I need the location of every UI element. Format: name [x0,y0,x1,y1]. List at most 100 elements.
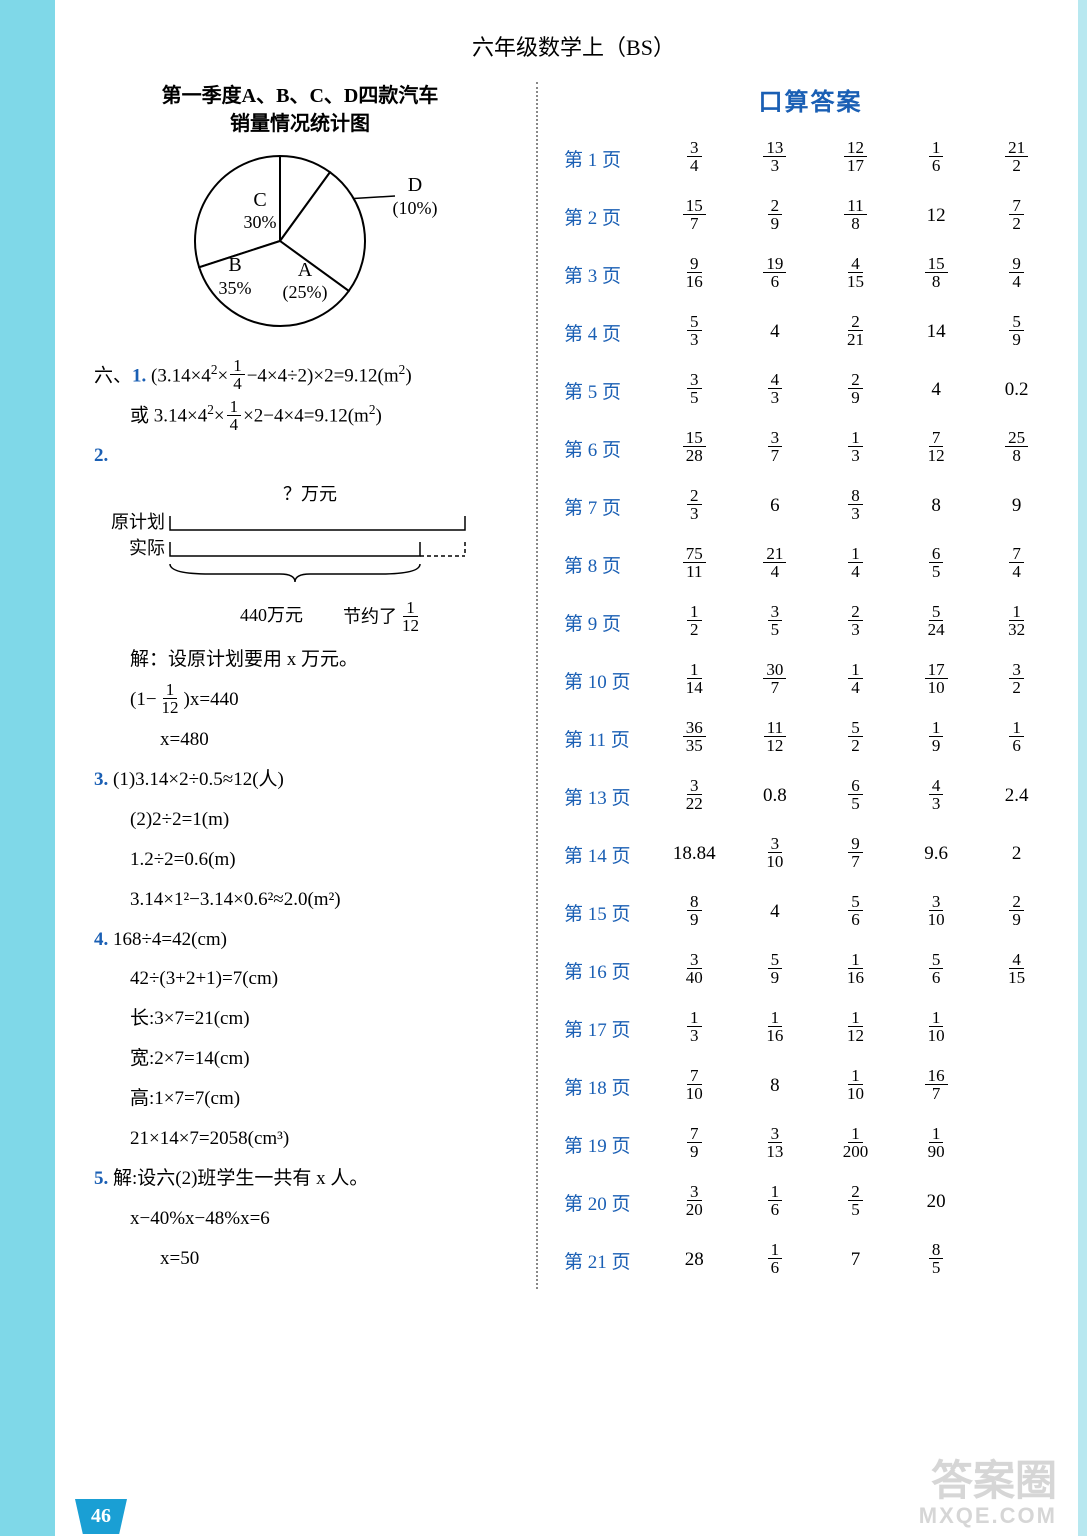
save-d: 12 [399,617,422,634]
answer-cell: 196 [735,257,816,292]
answer-row: 第 21 页2816785 [564,1231,1057,1289]
q2-eq1: (1−112)x=440 [130,680,510,720]
answer-cell: 320 [654,1185,735,1220]
answer-row: 第 20 页320162520 [564,1173,1057,1231]
answer-cell: 23 [815,605,896,640]
answer-page-label: 第 20 页 [564,1189,654,1216]
label-q3: 3. [94,769,108,790]
answer-cell: 0.8 [735,785,816,807]
answer-page-label: 第 13 页 [564,783,654,810]
pie-chart: C30%D(10%)A(25%)B35% [90,146,510,336]
answer-row: 第 7 页2368389 [564,477,1057,535]
answer-page-label: 第 18 页 [564,1073,654,1100]
answer-cell: 59 [735,953,816,988]
page-header: 六年级数学上（BS） [90,30,1057,62]
answer-cell: 16 [735,1185,816,1220]
q1a: (3.14×4 [151,365,211,386]
answer-cell: 13 [654,1011,735,1046]
answer-cell: 0.2 [976,379,1057,401]
answer-cell: 710 [654,1069,735,1104]
answer-cell: 415 [976,953,1057,988]
answer-cell: 4 [896,379,977,401]
answer-cell: 307 [735,663,816,698]
answer-cell: 2 [976,843,1057,865]
answer-cell: 214 [735,547,816,582]
q4-4: 宽:2×7=14(cm) [130,1039,510,1079]
answer-row: 第 16 页3405911656415 [564,941,1057,999]
answer-row: 第 10 页11430714171032 [564,651,1057,709]
answer-cell: 132 [976,605,1057,640]
q5-1: 解:设六(2)班学生一共有 x 人。 [113,1168,368,1189]
answer-cell: 133 [735,141,816,176]
answer-page-label: 第 1 页 [564,145,654,172]
answer-page-label: 第 11 页 [564,725,654,752]
answer-cell: 37 [735,431,816,466]
answer-cell: 59 [976,315,1057,350]
answer-row: 第 4 页5342211459 [564,303,1057,361]
right-column: 口算答案 第 1 页34133121716212第 2 页15729118127… [564,82,1057,1289]
answer-page-label: 第 8 页 [564,551,654,578]
answer-cell: 89 [654,895,735,930]
answer-cell: 158 [896,257,977,292]
answer-cell: 25 [815,1185,896,1220]
q2-eq2: x=480 [160,720,510,760]
answer-cell: 110 [815,1069,896,1104]
answer-cell: 56 [896,953,977,988]
answer-cell: 167 [896,1069,977,1104]
svg-text:35%: 35% [219,278,252,298]
answer-page-label: 第 3 页 [564,261,654,288]
chart-title-l1: 第一季度A、B、C、D四款汽车 [162,85,439,107]
answer-cell: 310 [896,895,977,930]
q4-3: 长:3×7=21(cm) [130,999,510,1039]
q3: 3. (1)3.14×2÷0.5≈12(人) [94,760,510,800]
chart-title: 第一季度A、B、C、D四款汽车 销量情况统计图 [90,82,510,138]
answer-cell: 79 [654,1127,735,1162]
q3-3: 1.2÷2=0.6(m) [130,840,510,880]
left-column: 第一季度A、B、C、D四款汽车 销量情况统计图 C30%D(10%)A(25%)… [90,82,510,1289]
answer-cell: 19 [896,721,977,756]
answer-cell: 116 [735,1011,816,1046]
svg-text:原计划: 原计划 [111,512,165,532]
answer-cell: 1217 [815,141,896,176]
answer-cell: 190 [896,1127,977,1162]
answer-cell: 116 [815,953,896,988]
answer-cell: 32 [976,663,1057,698]
q4: 4. 168÷4=42(cm) [94,920,510,960]
q1-or: 或 3.14×42×14×2−4×4=9.12(m2) [130,396,510,436]
answer-cell: 14 [815,663,896,698]
answer-cell: 16 [735,1243,816,1278]
q5: 5. 解:设六(2)班学生一共有 x 人。 [94,1159,510,1199]
answer-cell: 112 [815,1011,896,1046]
answer-row: 第 5 页35432940.2 [564,361,1057,419]
answer-row: 第 6 页15283713712258 [564,419,1057,477]
diag-save: 节约了 [343,607,397,627]
answer-page-label: 第 7 页 [564,493,654,520]
answer-cell: 14 [896,321,977,343]
label-q2: 2. [94,445,108,466]
answer-page-label: 第 9 页 [564,609,654,636]
answer-cell: 23 [654,489,735,524]
answer-row: 第 18 页7108110167 [564,1057,1057,1115]
answer-row: 第 8 页7511214146574 [564,535,1057,593]
watermark-l2: MXQE.COM [919,1504,1057,1528]
answer-cell: 35 [735,605,816,640]
q1or-d: ) [375,406,381,427]
answer-cell: 65 [896,547,977,582]
answer-cell: 9.6 [896,843,977,865]
answer-row: 第 3 页91619641515894 [564,245,1057,303]
watermark-l1: 答案圈 [919,1458,1057,1504]
q3-2: (2)2÷2=1(m) [130,800,510,840]
answer-row: 第 1 页34133121716212 [564,129,1057,187]
answer-page-label: 第 2 页 [564,203,654,230]
answer-page-label: 第 4 页 [564,319,654,346]
answer-cell: 1710 [896,663,977,698]
answer-cell: 52 [815,721,896,756]
q2-label: 2. [94,436,510,476]
column-divider [536,82,538,1289]
answer-cell: 20 [896,1191,977,1213]
answer-cell: 8 [896,495,977,517]
answer-cell: 221 [815,315,896,350]
q1or-b: × [214,406,225,427]
answer-row: 第 17 页13116112110 [564,999,1057,1057]
answer-cell: 157 [654,199,735,234]
